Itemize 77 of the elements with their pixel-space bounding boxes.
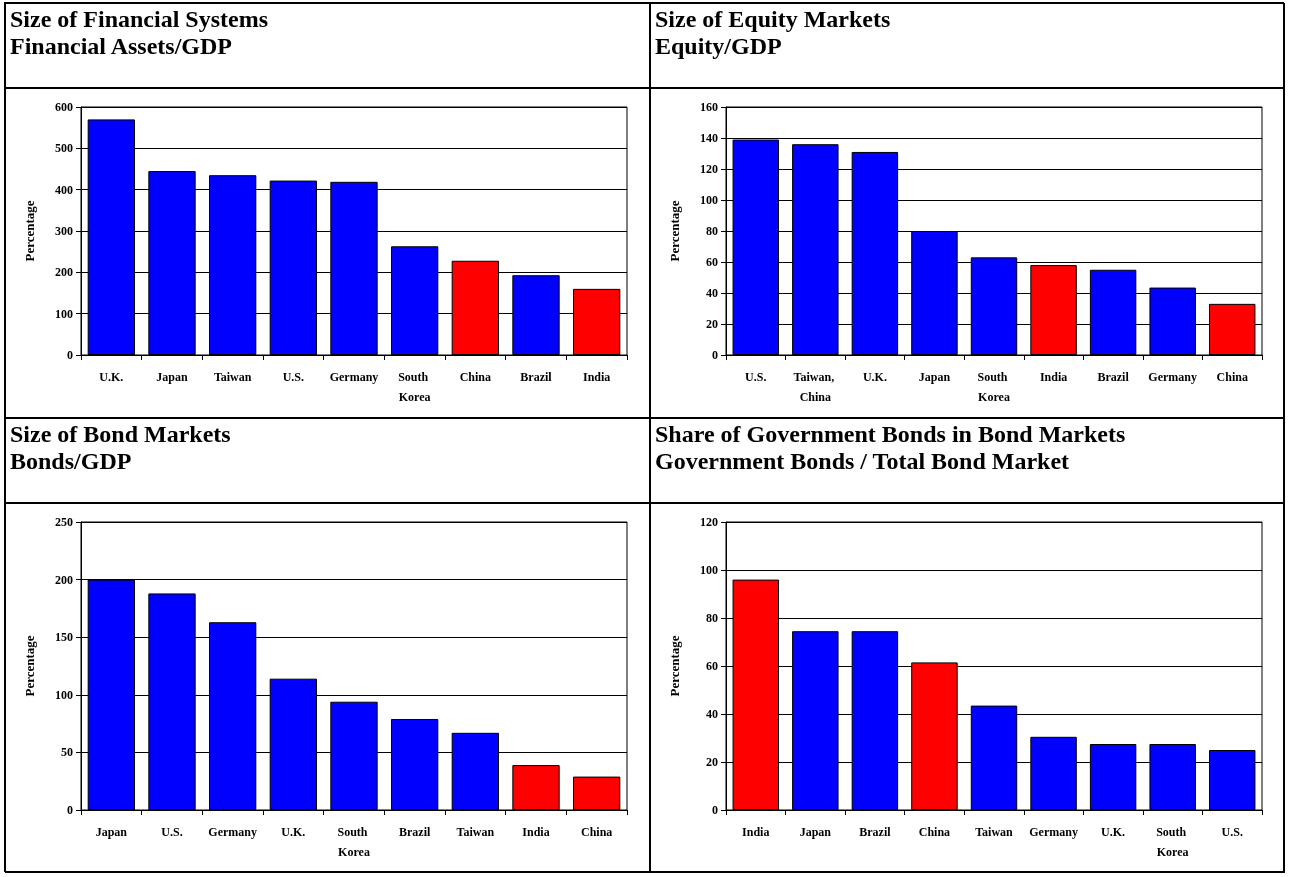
y-tick-label: 60 bbox=[706, 255, 718, 269]
y-tick-label: 120 bbox=[700, 515, 718, 529]
y-tick-label: 100 bbox=[700, 563, 718, 577]
x-tick-label: Taiwan bbox=[456, 825, 495, 839]
chart-title: Size of Financial Systems bbox=[10, 6, 269, 33]
y-tick-label: 60 bbox=[706, 659, 718, 673]
x-tick-label: Brazil bbox=[520, 370, 553, 384]
y-axis-title: Percentage bbox=[22, 635, 37, 697]
y-axis-title: Percentage bbox=[667, 635, 682, 697]
x-tick-label: Germany bbox=[208, 825, 257, 839]
chart-subtitle: Financial Assets/GDP bbox=[10, 33, 233, 60]
x-tick-label: U.K. bbox=[862, 370, 887, 384]
y-tick-label: 100 bbox=[55, 306, 73, 321]
x-tick-label: South Korea bbox=[1156, 825, 1190, 859]
x-tick-label: China bbox=[459, 370, 492, 384]
y-tick-label: 500 bbox=[55, 141, 73, 156]
x-tick-label: India bbox=[742, 825, 770, 839]
y-tick-label: 40 bbox=[706, 707, 718, 721]
y-tick-label: 0 bbox=[712, 803, 718, 817]
x-tick-label: Germany bbox=[329, 370, 379, 384]
x-tick-label: South Korea bbox=[977, 370, 1011, 404]
y-tick-label: 0 bbox=[712, 348, 718, 362]
x-tick-label: U.S. bbox=[1221, 825, 1243, 839]
x-tick-label: India bbox=[522, 825, 550, 839]
y-tick-label: 0 bbox=[67, 803, 73, 817]
x-tick-label: U.S. bbox=[745, 370, 767, 384]
x-tick-label: South Korea bbox=[337, 825, 371, 859]
chart-subtitle: Government Bonds / Total Bond Market bbox=[655, 448, 1071, 475]
y-tick-label: 100 bbox=[55, 687, 73, 702]
x-tick-label: Brazil bbox=[859, 825, 892, 839]
chart-title: Share of Government Bonds in Bond Markets bbox=[655, 421, 1127, 448]
x-tick-label: U.K. bbox=[281, 825, 306, 839]
chart-title: Size of Equity Markets bbox=[655, 6, 892, 33]
y-tick-label: 40 bbox=[706, 286, 718, 300]
chart-subtitle: Equity/GDP bbox=[655, 33, 783, 60]
x-tick-label: Japan bbox=[95, 825, 128, 839]
y-tick-label: 120 bbox=[700, 162, 718, 176]
x-tick-label: South Korea bbox=[398, 370, 432, 404]
x-tick-label: U.S. bbox=[161, 825, 183, 839]
x-tick-label: Taiwan bbox=[975, 825, 1014, 839]
y-tick-label: 200 bbox=[55, 572, 73, 587]
x-tick-label: China bbox=[1216, 370, 1248, 384]
y-tick-label: 20 bbox=[706, 317, 718, 331]
x-tick-label: China bbox=[580, 825, 613, 839]
x-tick-label: India bbox=[582, 370, 611, 384]
y-tick-label: 160 bbox=[700, 100, 718, 114]
y-tick-label: 80 bbox=[706, 224, 718, 238]
x-tick-label: Japan bbox=[799, 825, 832, 839]
x-tick-label: Japan bbox=[156, 370, 188, 384]
y-tick-label: 250 bbox=[55, 515, 73, 529]
y-tick-label: 150 bbox=[55, 630, 73, 645]
x-tick-label: Germany bbox=[1148, 370, 1197, 384]
y-tick-label: 100 bbox=[700, 193, 718, 207]
x-tick-label: Japan bbox=[918, 370, 951, 384]
y-tick-label: 80 bbox=[706, 611, 718, 625]
x-tick-label: Germany bbox=[1029, 825, 1078, 839]
x-tick-label: Taiwan bbox=[213, 370, 252, 384]
chart-title: Size of Bond Markets bbox=[10, 421, 232, 448]
x-tick-label: Brazil bbox=[399, 825, 431, 839]
x-tick-label: U.K. bbox=[99, 370, 124, 384]
x-tick-label: U.S. bbox=[282, 370, 305, 384]
y-tick-label: 50 bbox=[61, 745, 73, 760]
y-tick-label: 300 bbox=[55, 224, 73, 238]
x-tick-label: India bbox=[1039, 370, 1068, 384]
x-tick-label: Brazil bbox=[1097, 370, 1130, 384]
y-tick-label: 140 bbox=[700, 131, 718, 145]
y-tick-label: 0 bbox=[67, 348, 73, 362]
x-tick-label: China bbox=[918, 825, 951, 839]
y-tick-label: 400 bbox=[55, 182, 73, 197]
x-tick-label: U.K. bbox=[1101, 825, 1126, 839]
y-tick-label: 20 bbox=[706, 755, 718, 769]
y-tick-label: 200 bbox=[55, 265, 73, 280]
chart-subtitle: Bonds/GDP bbox=[10, 448, 133, 475]
y-axis-title: Percentage bbox=[667, 200, 682, 262]
y-axis-title: Percentage bbox=[22, 200, 37, 262]
y-tick-label: 600 bbox=[55, 100, 73, 114]
x-tick-label: Taiwan, China bbox=[793, 370, 838, 404]
